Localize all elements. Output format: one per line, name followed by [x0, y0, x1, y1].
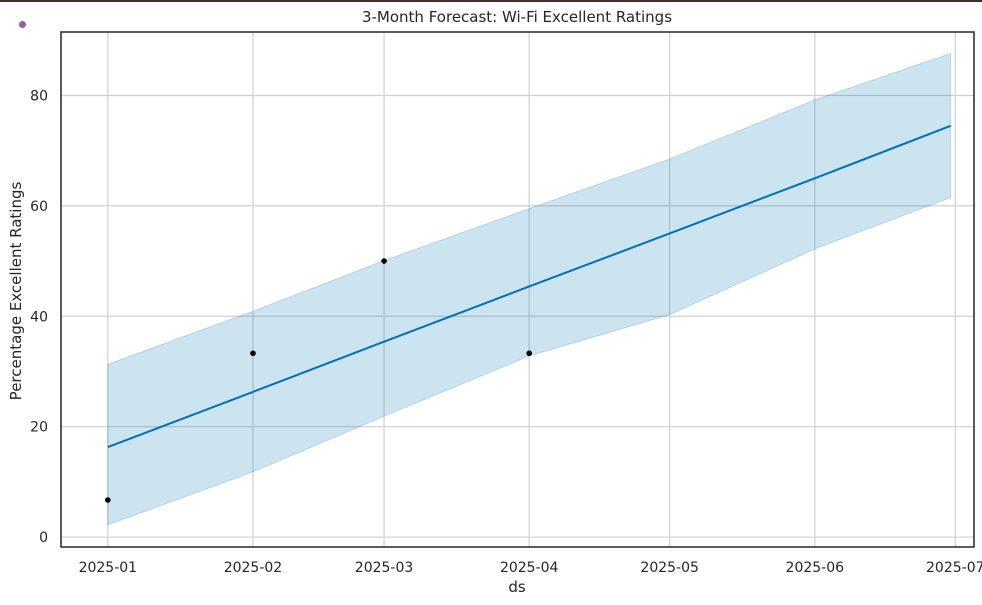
chart-title: 3-Month Forecast: Wi-Fi Excellent Rating… — [362, 8, 672, 26]
window-top-border — [0, 0, 982, 2]
y-tick-labels: 0 20 40 60 80 — [30, 88, 48, 546]
x-tick-label: 2025-01 — [79, 560, 138, 576]
observed-point — [526, 350, 533, 357]
x-tick-label: 2025-07 — [926, 560, 982, 576]
x-tick-label: 2025-02 — [224, 560, 283, 576]
grid-lines — [61, 32, 974, 547]
observed-points-layer — [105, 258, 533, 503]
y-tick-label: 0 — [39, 530, 48, 546]
x-axis-label: ds — [508, 578, 526, 596]
y-tick-label: 80 — [30, 88, 48, 104]
uncertainty-band-layer — [107, 52, 952, 526]
uncertainty-interval-band — [107, 52, 952, 526]
plot-frame — [60, 31, 975, 548]
observed-point — [105, 497, 111, 503]
x-tick-label: 2025-03 — [355, 560, 414, 576]
x-tick-label: 2025-06 — [786, 560, 845, 576]
y-tick-label: 60 — [30, 199, 48, 215]
y-tick-label: 40 — [30, 309, 48, 325]
y-axis-label: Percentage Excellent Ratings — [7, 182, 25, 401]
status-dot-icon — [19, 21, 26, 28]
x-tick-label: 2025-04 — [500, 560, 559, 576]
observed-point — [250, 350, 256, 357]
y-tick-label: 20 — [30, 420, 48, 436]
observed-point — [381, 258, 387, 264]
forecast-line — [107, 124, 951, 449]
forecast-line-layer — [107, 124, 951, 449]
x-tick-labels: 2025-01 2025-02 2025-03 2025-04 2025-05 2025-… — [79, 560, 982, 576]
x-tick-label: 2025-05 — [640, 560, 699, 576]
